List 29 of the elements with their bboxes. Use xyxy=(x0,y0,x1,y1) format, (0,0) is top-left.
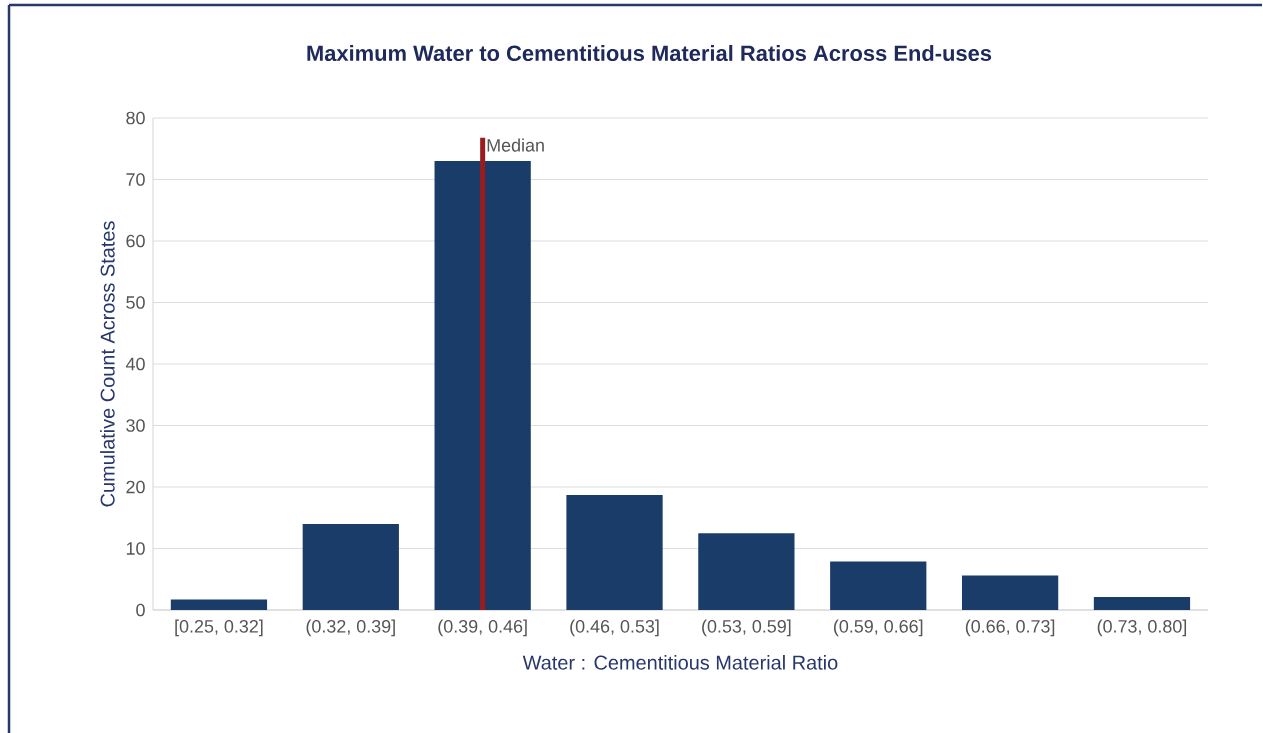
x-tick-label: (0.32, 0.39] xyxy=(306,619,395,637)
x-tick-label: (0.66, 0.73] xyxy=(965,619,1055,637)
y-tick-label: 70 xyxy=(126,173,145,186)
bar xyxy=(698,533,795,610)
x-tick-label: (0.39, 0.46] xyxy=(438,619,527,637)
chart-title: Maximum Water to Cementitious Material Ratios Across End-uses xyxy=(307,44,992,62)
x-tick-label: [0.25, 0.32] xyxy=(175,619,263,637)
bar xyxy=(961,575,1059,610)
bar xyxy=(170,599,268,610)
bar xyxy=(302,523,399,610)
y-tick-label: 40 xyxy=(125,357,145,371)
x-tick-label: (0.59, 0.66] xyxy=(833,619,923,637)
y-tick-label: 0 xyxy=(136,603,145,617)
bar xyxy=(566,495,663,610)
x-axis-title: Water : Cementitious Material Ratio xyxy=(522,655,838,670)
x-tick-label: (0.53, 0.59] xyxy=(702,619,791,637)
ref-line-label: Median xyxy=(487,138,544,152)
y-tick-label: 60 xyxy=(126,234,145,248)
y-tick-label: 10 xyxy=(126,542,145,555)
y-tick-label: 30 xyxy=(126,419,145,432)
x-tick-label: (0.73, 0.80] xyxy=(1097,619,1187,637)
bar xyxy=(434,161,531,610)
y-tick-label: 20 xyxy=(126,480,145,494)
x-tick-label: (0.46, 0.53] xyxy=(570,619,659,637)
y-tick-label: 80 xyxy=(126,111,145,125)
y-tick-label: 50 xyxy=(126,296,145,309)
bar xyxy=(830,561,927,610)
bar xyxy=(1093,597,1191,610)
y-axis-title: Cumulative Count Across States xyxy=(100,221,115,507)
